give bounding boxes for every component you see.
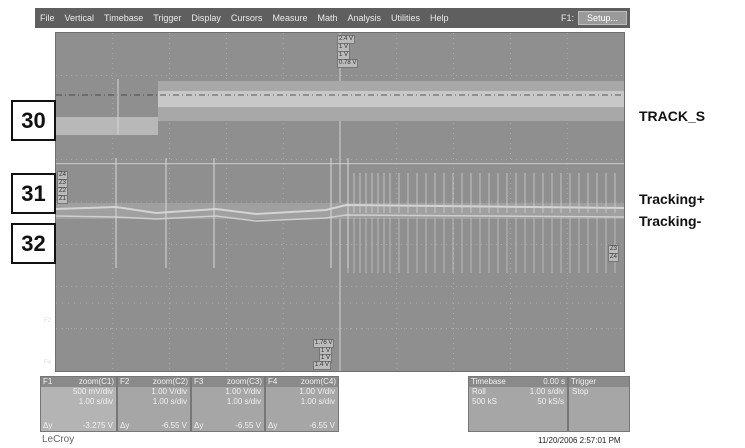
menu-measure[interactable]: Measure: [272, 13, 308, 23]
channel-vdiv: 1.00 V/div: [299, 387, 335, 396]
callout-box-31: 31: [11, 173, 56, 214]
bottom-scale-tag-4: 1.4 V: [313, 361, 332, 370]
dy-label: Δy: [43, 421, 53, 430]
channel-tdiv: 1.00 s/div: [226, 397, 261, 406]
channel-source: zoom(C3): [226, 377, 262, 386]
menu-cursors[interactable]: Cursors: [230, 13, 263, 23]
f1-label: F1:: [560, 13, 574, 23]
timebase-rate: 50 kS/s: [537, 397, 564, 406]
timestamp: 11/20/2006 2:57:01 PM: [538, 436, 621, 445]
channel-dy: -6.55 V: [309, 421, 335, 430]
trigger-state: Stop: [572, 387, 589, 396]
trigger-label: Trigger: [571, 377, 597, 386]
menu-utilities[interactable]: Utilities: [390, 13, 420, 23]
channel-box-f2[interactable]: F2 zoom(C2) 1.00 V/div 1.00 s/div Δy -6.55…: [117, 376, 191, 432]
channel-dy: -6.55 V: [161, 421, 187, 430]
waveform-display[interactable]: 2.4 V 1 V 1 V 0.78 V 1.76 V 1 V 1 V 1.4 …: [44, 32, 625, 372]
menu-vertical[interactable]: Vertical: [64, 13, 95, 23]
label-tracking-minus: Tracking-: [639, 213, 702, 229]
channel-tdiv: 1.00 s/div: [300, 397, 335, 406]
top-scale-tag-4: 0.78 V: [337, 59, 359, 68]
timebase-value: 0.00 s: [543, 377, 565, 386]
label-track-s: TRACK_S: [639, 108, 706, 124]
menu-math[interactable]: Math: [317, 13, 338, 23]
timebase-box[interactable]: Timebase 0.00 s Roll 1.00 s/div 500 kS 50 k…: [468, 376, 568, 432]
channel-source: zoom(C4): [300, 377, 336, 386]
channel-source: zoom(C1): [78, 377, 114, 386]
timebase-label: Timebase: [471, 377, 506, 386]
setup-button[interactable]: Setup...: [577, 11, 627, 25]
left-trace-tag-4: Z1: [57, 195, 69, 204]
menu-trigger[interactable]: Trigger: [153, 13, 182, 23]
track-s-low-band: [56, 117, 158, 135]
dy-label: Δy: [120, 421, 130, 430]
callout-box-32: 32: [11, 223, 56, 264]
brand-logo: LeCroy: [42, 434, 75, 445]
callout-box-30: 30: [11, 100, 56, 141]
channel-source: zoom(C2): [152, 377, 188, 386]
timebase-mode: Roll: [472, 387, 486, 396]
menu-bar: File Vertical Timebase Trigger Display C…: [35, 8, 630, 28]
menu-timebase[interactable]: Timebase: [104, 13, 144, 23]
f4-side-label: F4: [44, 360, 52, 366]
channel-id: F2: [120, 377, 130, 386]
trigger-box[interactable]: Trigger Stop: [568, 376, 630, 432]
channel-box-f1[interactable]: F1 zoom(C1) 500 mV/div 1.00 s/div Δy -3.27…: [40, 376, 117, 432]
channel-box-f4[interactable]: F4 zoom(C4) 1.00 V/div 1.00 s/div Δy -6.55…: [265, 376, 339, 432]
channel-vdiv: 500 mV/div: [72, 387, 113, 396]
channel-vdiv: 1.00 V/div: [151, 387, 187, 396]
menu-help[interactable]: Help: [430, 13, 449, 23]
channel-dy: -3.275 V: [82, 421, 113, 430]
menu-analysis[interactable]: Analysis: [347, 13, 381, 23]
channel-tdiv: 1.00 s/div: [152, 397, 187, 406]
menu-display[interactable]: Display: [191, 13, 221, 23]
menu-file[interactable]: File: [40, 13, 55, 23]
waveform-canvas: [56, 33, 624, 371]
track-s-high-core: [158, 91, 624, 107]
channel-id: F1: [43, 377, 53, 386]
channel-info-bar: F1 zoom(C1) 500 mV/div 1.00 s/div Δy -3.27…: [40, 376, 630, 432]
channel-id: F3: [194, 377, 204, 386]
tracking-minus-trace: [56, 214, 624, 222]
f2-side-label: F2: [44, 318, 52, 324]
channel-box-f3[interactable]: F3 zoom(C3) 1.00 V/div 1.00 s/div Δy -6.55…: [191, 376, 265, 432]
timebase-samples: 500 kS: [472, 397, 497, 406]
channel-vdiv: 1.00 V/div: [225, 387, 261, 396]
dy-label: Δy: [194, 421, 204, 430]
label-tracking-plus: Tracking+: [639, 191, 705, 207]
channel-tdiv: 1.00 s/div: [78, 397, 113, 406]
right-trace-tag-2: Z4: [608, 253, 620, 262]
tracking-plus-trace: [56, 203, 624, 216]
timebase-tdiv: 1.00 s/div: [529, 387, 564, 396]
channel-id: F4: [268, 377, 278, 386]
channel-dy: -6.55 V: [235, 421, 261, 430]
dy-label: Δy: [268, 421, 278, 430]
